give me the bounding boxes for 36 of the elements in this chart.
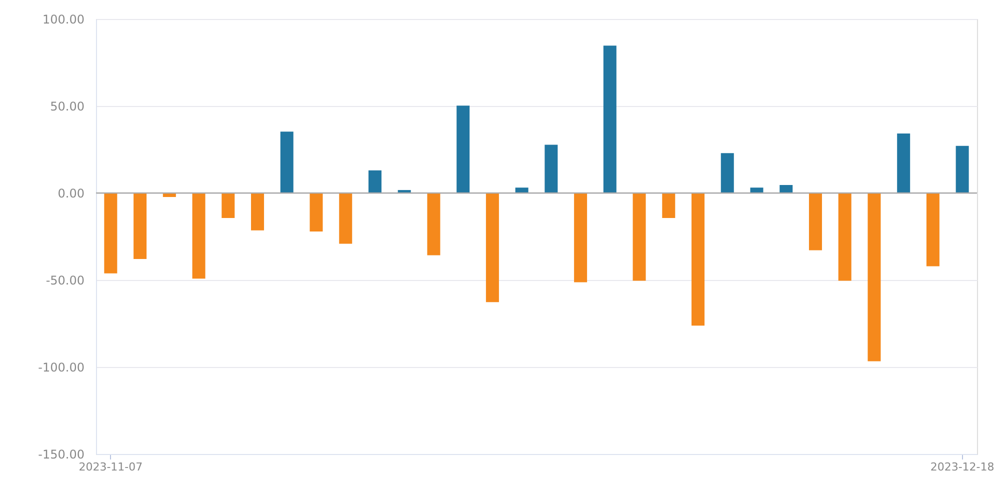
- y-tick-label: -150.00: [38, 448, 84, 462]
- y-tick-label: -100.00: [38, 360, 84, 374]
- bar: [868, 193, 881, 362]
- bar: [222, 193, 235, 218]
- bar: [515, 188, 528, 193]
- bar: [838, 193, 852, 281]
- bar: [574, 193, 588, 282]
- bar: [897, 133, 910, 193]
- bar: [632, 193, 646, 281]
- bar: [368, 170, 382, 193]
- bar: [427, 193, 440, 256]
- bar: [926, 193, 940, 266]
- bar: [956, 146, 969, 193]
- y-tick-label: 50.00: [50, 100, 84, 114]
- bar: [134, 193, 147, 259]
- y-tick-label: 0.00: [58, 186, 84, 200]
- bar: [692, 193, 705, 326]
- bar: [192, 193, 206, 279]
- bar: [486, 193, 499, 302]
- bar: [720, 153, 734, 193]
- x-tick-label: 2023-12-18: [930, 460, 994, 474]
- bar: [662, 193, 676, 218]
- y-tick-label: 100.00: [42, 12, 84, 26]
- bar: [280, 132, 294, 193]
- bar: [104, 193, 118, 274]
- bar: [456, 106, 470, 193]
- bar: [603, 46, 616, 193]
- bar: [251, 193, 264, 230]
- bar: [808, 193, 822, 250]
- bar: [750, 188, 764, 193]
- bar: [339, 193, 352, 244]
- bar: [544, 144, 558, 193]
- y-tick-label: -50.00: [46, 274, 84, 288]
- x-tick-label: 2023-11-07: [78, 460, 143, 474]
- bar: [310, 193, 323, 232]
- bar: [780, 184, 793, 193]
